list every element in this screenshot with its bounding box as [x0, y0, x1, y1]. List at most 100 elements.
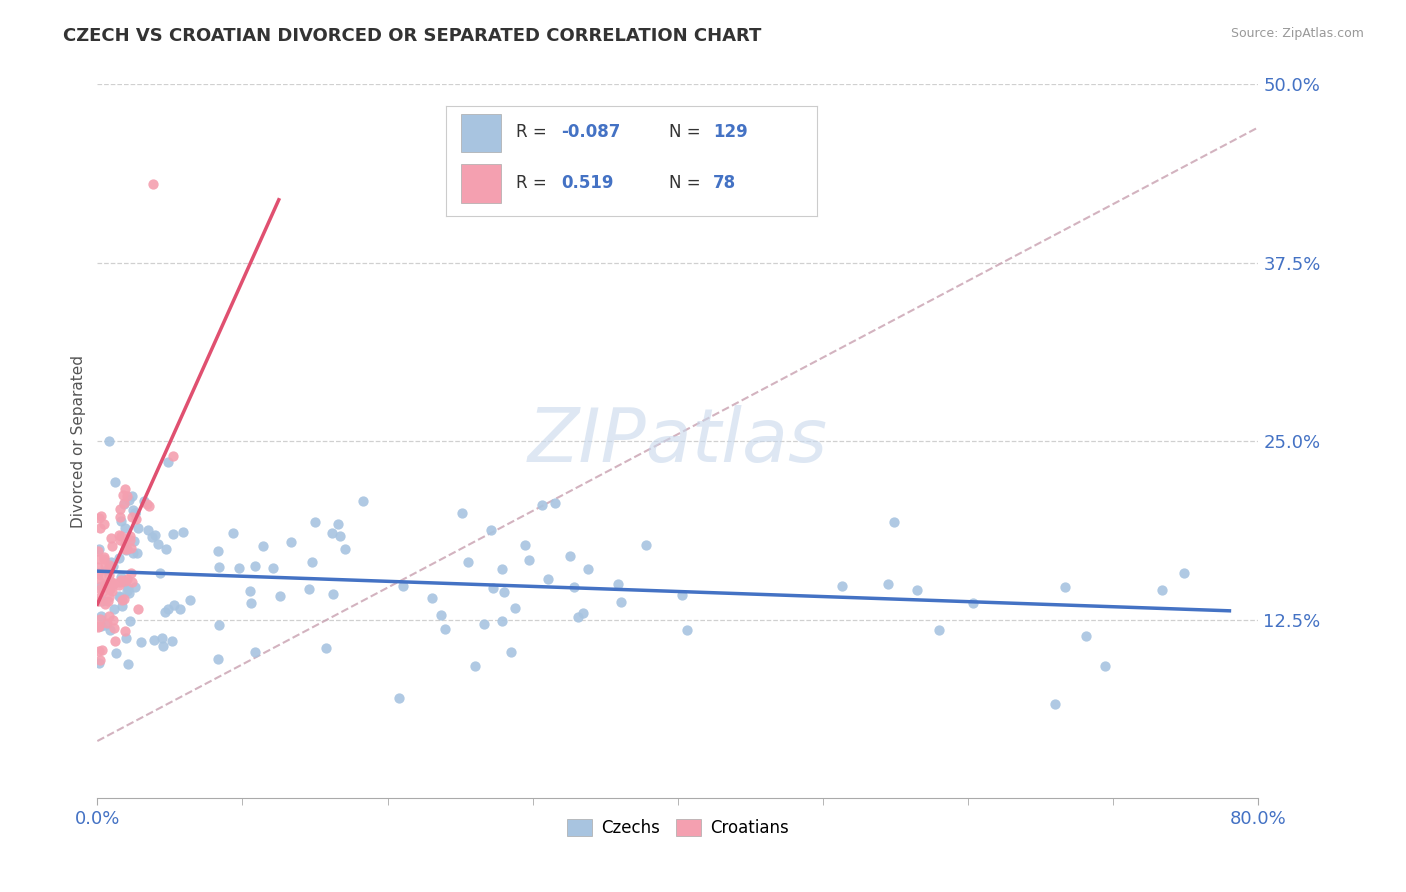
Point — [90, 509, 112, 524]
Point — [94, 559, 117, 574]
Point — [124, 581, 146, 595]
Point — [239, 583, 262, 598]
Point — [114, 482, 136, 496]
Point — [156, 601, 179, 615]
Point — [111, 599, 134, 613]
Point — [91, 594, 114, 608]
Point — [671, 588, 693, 602]
Point — [141, 178, 163, 192]
Point — [1043, 698, 1066, 712]
Point — [150, 632, 173, 646]
Point — [1094, 659, 1116, 673]
Point — [564, 580, 586, 594]
Point — [87, 657, 110, 671]
Point — [90, 619, 112, 633]
Point — [91, 593, 114, 607]
Point — [464, 658, 486, 673]
Point — [143, 527, 166, 541]
Point — [315, 641, 337, 656]
Point — [114, 574, 136, 589]
Point — [108, 575, 131, 590]
Point — [157, 455, 180, 469]
Point — [118, 586, 141, 600]
Point — [482, 581, 505, 595]
Point — [87, 593, 110, 607]
Point — [87, 620, 110, 634]
Point — [146, 537, 169, 551]
Point — [108, 502, 131, 516]
Point — [675, 624, 697, 638]
Point — [100, 539, 122, 553]
Point — [93, 550, 115, 565]
Point — [121, 502, 143, 516]
Point — [567, 610, 589, 624]
Point — [179, 593, 201, 607]
Point — [1150, 582, 1173, 597]
Point — [103, 621, 125, 635]
Point — [115, 583, 138, 598]
Text: Source: ZipAtlas.com: Source: ZipAtlas.com — [1230, 27, 1364, 40]
Point — [155, 605, 177, 619]
Point — [172, 524, 194, 539]
Point — [120, 566, 142, 580]
Point — [110, 570, 132, 584]
Point — [87, 572, 110, 586]
Text: CZECH VS CROATIAN DIVORCED OR SEPARATED CORRELATION CHART: CZECH VS CROATIAN DIVORCED OR SEPARATED … — [63, 27, 762, 45]
Point — [491, 615, 513, 629]
Point — [928, 623, 950, 637]
Point — [124, 506, 146, 520]
Point — [114, 521, 136, 535]
Point — [96, 575, 118, 590]
Point — [169, 601, 191, 615]
Point — [141, 530, 163, 544]
Point — [479, 524, 502, 538]
Point — [93, 618, 115, 632]
Point — [114, 574, 136, 588]
Point — [89, 653, 111, 667]
Point — [120, 541, 142, 555]
Point — [115, 542, 138, 557]
Point — [98, 434, 121, 449]
Point — [97, 567, 120, 582]
Point — [97, 590, 120, 604]
Point — [499, 644, 522, 658]
Point — [883, 515, 905, 529]
Point — [1173, 566, 1195, 581]
Point — [391, 579, 413, 593]
Point — [252, 539, 274, 553]
Point — [111, 488, 134, 502]
Point — [115, 489, 138, 503]
Point — [87, 644, 110, 658]
Point — [120, 533, 142, 548]
Point — [245, 645, 267, 659]
Point — [831, 579, 853, 593]
Point — [162, 449, 184, 463]
Point — [97, 608, 120, 623]
Point — [451, 506, 474, 520]
Point — [121, 575, 143, 590]
Point — [905, 582, 928, 597]
Point — [576, 561, 599, 575]
Point — [388, 691, 411, 706]
Point — [105, 646, 128, 660]
Point — [138, 500, 160, 514]
Point — [104, 633, 127, 648]
Point — [98, 558, 121, 572]
Point — [517, 553, 540, 567]
Point — [298, 582, 321, 597]
Point — [558, 549, 581, 563]
Point — [110, 533, 132, 547]
Point — [89, 619, 111, 633]
Point — [304, 516, 326, 530]
Point — [121, 509, 143, 524]
Point — [429, 608, 451, 623]
Point — [607, 576, 630, 591]
Point — [121, 546, 143, 560]
Point — [87, 511, 110, 525]
Point — [117, 581, 139, 595]
Point — [329, 529, 352, 543]
Point — [111, 592, 134, 607]
Point — [117, 657, 139, 671]
Point — [155, 542, 177, 557]
Point — [208, 559, 231, 574]
